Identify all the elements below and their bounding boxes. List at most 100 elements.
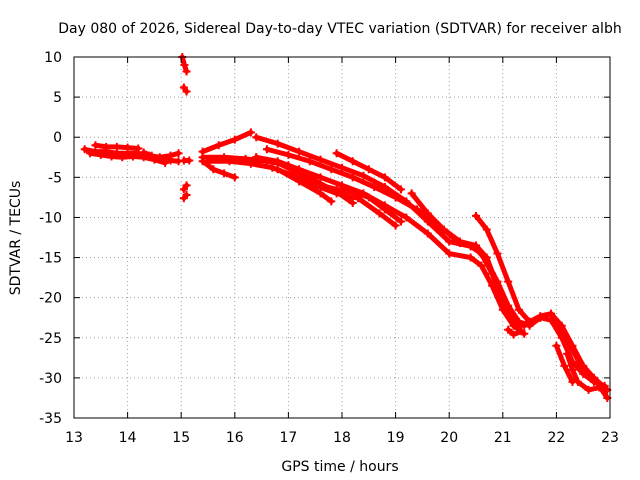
data-point — [112, 142, 121, 151]
data-point — [166, 156, 175, 165]
data-point — [348, 173, 357, 182]
data-point — [179, 83, 188, 92]
data-point — [584, 385, 593, 394]
data-point — [268, 163, 277, 172]
data-point — [391, 193, 400, 202]
data-point — [91, 141, 100, 150]
grid-layer — [74, 57, 610, 418]
data-point — [402, 213, 411, 222]
data-point — [568, 341, 577, 350]
x-axis-label: GPS time / hours — [281, 459, 398, 475]
data-point — [396, 217, 405, 226]
data-point — [413, 205, 422, 214]
data-point — [96, 150, 105, 159]
data-point — [316, 155, 325, 164]
data-point — [155, 154, 164, 163]
series-track-v — [504, 325, 526, 339]
y-tick-label: -25 — [39, 331, 62, 347]
x-tick-label: 18 — [333, 430, 351, 446]
data-point — [547, 309, 556, 318]
data-point — [504, 277, 513, 286]
x-tick-label: 19 — [387, 430, 405, 446]
data-point — [391, 221, 400, 230]
data-point — [332, 149, 341, 158]
data-point — [514, 305, 523, 314]
data-point — [182, 67, 191, 76]
data-point — [230, 135, 239, 144]
data-point — [295, 177, 304, 186]
y-tick-label: -35 — [39, 411, 62, 427]
data-point — [396, 185, 405, 194]
series-track-s — [332, 149, 405, 194]
y-tick-label: 10 — [44, 50, 62, 66]
data-point — [525, 317, 534, 326]
x-tick-label: 23 — [601, 430, 619, 446]
y-tick-label: -5 — [48, 170, 62, 186]
data-point — [493, 281, 502, 290]
data-point — [180, 61, 189, 70]
data-point — [509, 330, 518, 339]
y-tick-label: -30 — [39, 371, 62, 387]
series-track-u — [472, 211, 612, 402]
data-point — [198, 153, 207, 162]
data-point — [472, 211, 480, 220]
data-point — [316, 173, 325, 182]
data-point — [568, 365, 577, 374]
tick-layer: 13 14 15 16 17 18 19 20 21 22 23 -35 -30 -25 -20 -15 -10… — [39, 50, 619, 446]
data-point — [246, 159, 255, 168]
data-point — [482, 253, 491, 262]
data-point — [482, 225, 491, 234]
data-point — [204, 157, 212, 166]
data-layer — [80, 53, 612, 402]
data-point — [147, 151, 156, 160]
data-point — [557, 321, 566, 330]
data-point — [380, 201, 389, 210]
series-track-f — [179, 83, 191, 96]
data-point — [107, 152, 116, 161]
series-track-e — [178, 53, 191, 76]
x-tick-label: 17 — [279, 430, 297, 446]
data-point — [445, 237, 454, 246]
series-trace — [200, 129, 254, 155]
data-point — [560, 361, 569, 370]
data-point — [230, 173, 239, 182]
data-point — [182, 181, 191, 190]
series-track-j — [198, 128, 255, 156]
data-point — [332, 185, 341, 194]
data-point — [284, 150, 293, 159]
data-point — [589, 373, 598, 382]
series-trace — [473, 213, 610, 401]
series-track-o — [273, 165, 336, 206]
y-tick-label: 5 — [53, 90, 62, 106]
data-point — [380, 173, 389, 182]
data-point — [128, 152, 137, 161]
data-point — [514, 321, 523, 330]
data-point — [439, 225, 448, 234]
data-point — [493, 249, 502, 258]
x-tick-label: 15 — [172, 430, 190, 446]
data-point — [182, 190, 191, 199]
series-trace — [275, 166, 334, 204]
data-point — [579, 361, 588, 370]
data-point — [179, 185, 188, 194]
data-point — [305, 157, 314, 166]
data-point — [359, 189, 368, 198]
data-point — [295, 165, 304, 174]
data-point — [477, 261, 486, 270]
series-track-w — [563, 349, 604, 394]
data-point — [220, 169, 229, 178]
series-track-x — [552, 341, 577, 386]
data-point — [517, 327, 526, 336]
data-point — [123, 143, 132, 152]
x-tick-label: 16 — [226, 430, 244, 446]
y-tick-label: -20 — [39, 291, 62, 307]
data-point — [423, 209, 432, 218]
data-point — [118, 153, 127, 162]
data-point — [252, 153, 261, 162]
data-point — [359, 171, 368, 180]
data-point — [102, 142, 111, 151]
x-tick-label: 14 — [119, 430, 137, 446]
data-point — [80, 145, 89, 154]
data-point — [316, 181, 325, 190]
